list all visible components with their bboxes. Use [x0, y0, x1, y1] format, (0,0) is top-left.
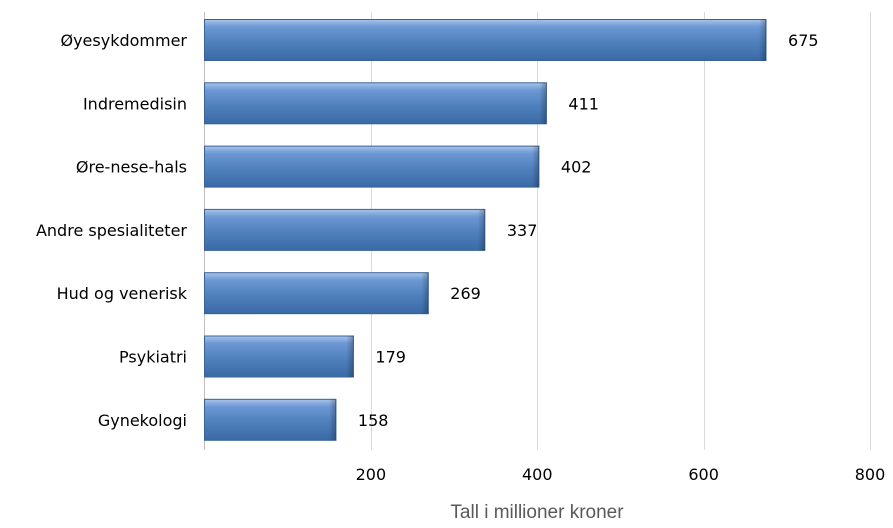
bars-group — [204, 19, 767, 441]
bar-body — [204, 82, 547, 125]
category-label: Andre spesialiteter — [36, 221, 187, 240]
bar-body — [204, 335, 354, 378]
value-labels: 675 411 402 337 269 179 158 — [358, 31, 819, 430]
data-label: 402 — [561, 158, 592, 177]
bar-end-shade — [531, 146, 539, 188]
x-tick-label: 800 — [855, 465, 886, 484]
bar-end-shade — [328, 399, 336, 441]
bar-end-shade — [477, 209, 485, 251]
x-tick-label: 200 — [356, 465, 387, 484]
data-label: 337 — [507, 221, 538, 240]
category-label: Hud og venerisk — [57, 284, 188, 303]
bar — [204, 398, 337, 441]
data-label: 675 — [788, 31, 819, 50]
category-label: Gynekologi — [98, 411, 187, 430]
x-tick-label: 600 — [688, 465, 719, 484]
data-label: 158 — [358, 411, 389, 430]
data-label: 269 — [450, 284, 481, 303]
data-label: 411 — [568, 94, 599, 113]
category-label: Øre-nese-hals — [76, 158, 187, 177]
bar-end-shade — [421, 272, 429, 314]
category-labels: Øyesykdommer Indremedisin Øre-nese-hals And… — [36, 31, 188, 430]
bar-body — [204, 145, 540, 188]
category-label: Psykiatri — [119, 348, 187, 367]
bar-end-shade — [346, 336, 354, 377]
bar — [204, 19, 767, 61]
x-tick-label: 400 — [522, 465, 553, 484]
bar-body — [204, 19, 767, 61]
x-tick-labels: 200 400 600 800 — [356, 465, 886, 484]
bar — [204, 145, 540, 188]
x-axis-title: Tall i millioner kroner — [450, 502, 624, 523]
bar-body — [204, 208, 486, 251]
bar — [204, 335, 354, 378]
category-label: Indremedisin — [83, 94, 187, 113]
data-label: 179 — [375, 348, 406, 367]
bar-end-shade — [539, 82, 547, 124]
bar — [204, 272, 429, 315]
bar-end-shade — [759, 19, 767, 61]
bar-body — [204, 398, 337, 441]
bar — [204, 208, 486, 251]
bar-body — [204, 272, 429, 315]
bar — [204, 82, 547, 125]
category-label: Øyesykdommer — [60, 31, 187, 50]
